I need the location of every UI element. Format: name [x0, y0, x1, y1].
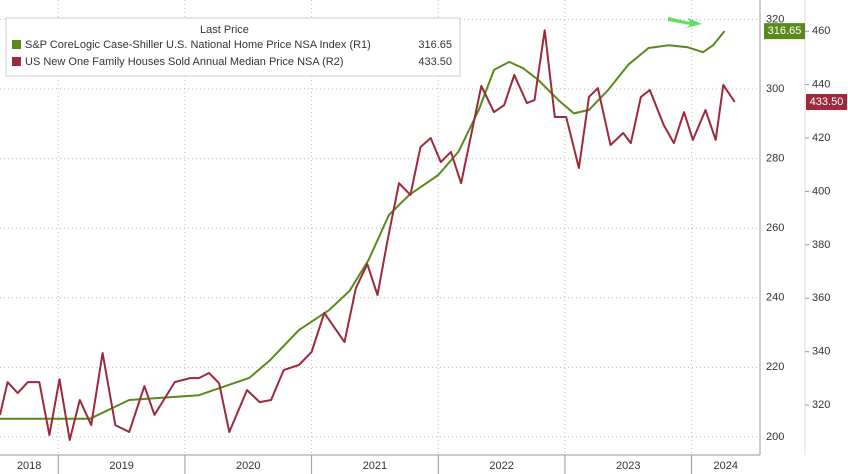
- x-tick-label: 2020: [236, 460, 260, 472]
- x-tick-label: 2018: [17, 460, 41, 472]
- x-tick-label: 2024: [714, 460, 738, 472]
- x-tick-label: 2023: [616, 460, 640, 472]
- last-price-label: 316.65: [768, 25, 802, 37]
- y2-tick-label: 440: [812, 79, 830, 91]
- y2-tick-label: 340: [812, 346, 830, 358]
- y2-tick-label: 460: [812, 25, 830, 37]
- labels: 2018 2019 2020 2021 2022 2023 2024 200 220 240 260…: [12, 13, 847, 472]
- legend-value: 433.50: [418, 56, 452, 68]
- legend-box: [5, 17, 461, 77]
- last-price-tag: [764, 23, 805, 40]
- y-tick-label: 220: [766, 361, 784, 373]
- series-line: [0, 30, 726, 420]
- x-tick-label: 2019: [109, 460, 133, 472]
- last-price-label: 433.50: [810, 96, 844, 108]
- y2-tick-label: 320: [812, 399, 830, 411]
- y-tick-label: 260: [766, 222, 784, 234]
- y-tick-label: 200: [766, 431, 784, 443]
- y2-tick-label: 420: [812, 132, 830, 144]
- legend-swatch: [12, 40, 21, 49]
- x-tick-label: 2022: [489, 460, 513, 472]
- y-tick-label: 320: [766, 13, 784, 25]
- x-tick-label: 2021: [363, 460, 387, 472]
- legend-label: S&P CoreLogic Case-Shiller U.S. National…: [25, 39, 371, 51]
- lines: [0, 29, 736, 441]
- y2-tick-label: 400: [812, 185, 830, 197]
- legend-value: 316.65: [418, 39, 452, 51]
- y2-tick-label: 380: [812, 239, 830, 251]
- y-tick-label: 280: [766, 153, 784, 165]
- legend-swatch: [12, 57, 21, 66]
- legend-label: US New One Family Houses Sold Annual Med…: [25, 56, 344, 68]
- y-tick-label: 300: [766, 83, 784, 95]
- legend-title: Last Price: [200, 24, 249, 36]
- arrow-annotation: [668, 17, 702, 28]
- series-line: [0, 29, 736, 441]
- y-tick-label: 240: [766, 292, 784, 304]
- last-price-tag: [806, 94, 847, 111]
- y2-tick-label: 360: [812, 292, 830, 304]
